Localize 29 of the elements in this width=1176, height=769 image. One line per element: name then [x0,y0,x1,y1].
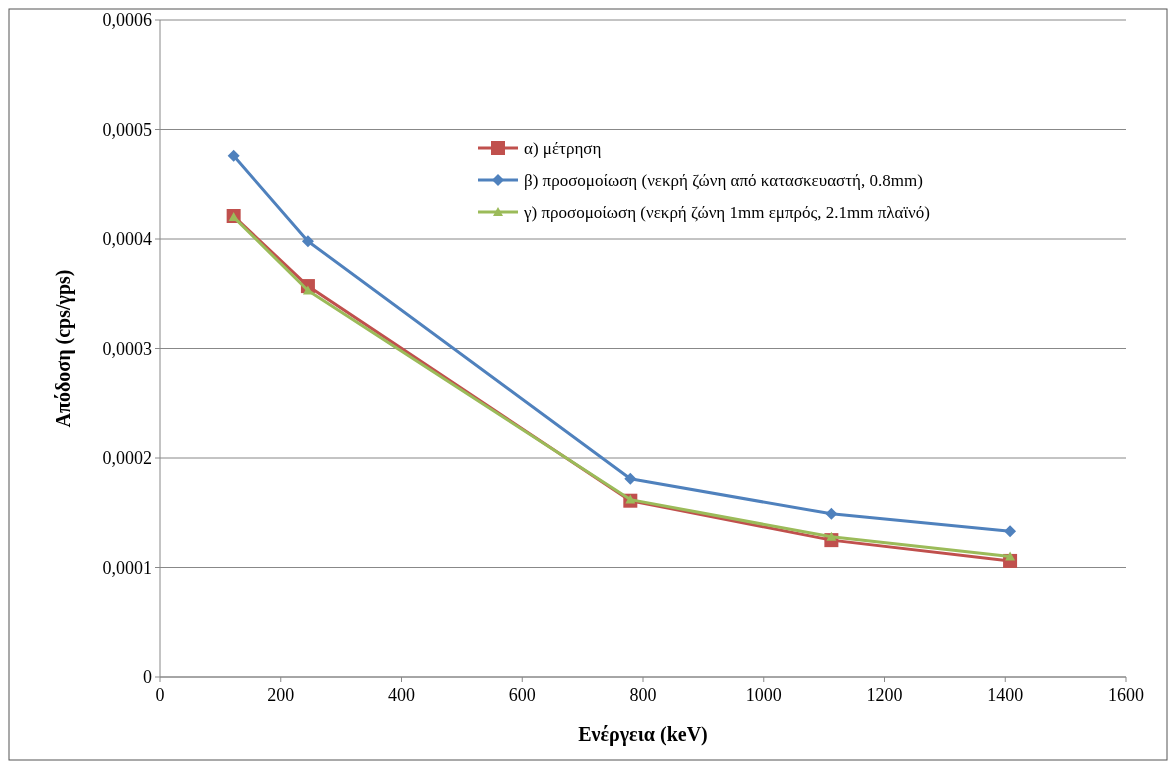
y-tick-label: 0,0003 [102,338,152,359]
point [227,149,240,162]
x-tick-label: 800 [629,685,657,705]
y-tick-label: 0,0005 [102,119,152,140]
x-axis-title: Ενέργεια (keV) [578,723,708,746]
x-tick-label: 1200 [866,685,903,705]
x-tick-label: 1600 [1108,685,1144,705]
x-tick-label: 600 [508,685,536,705]
point [1005,551,1016,561]
y-tick-label: 0 [143,667,152,688]
y-tick-label: 0,0006 [102,10,152,31]
legend-label: β) προσομοίωση (νεκρή ζώνη από κατασκευαστή, 0.8mm) [524,170,923,190]
legend-label: γ) προσομοίωση (νεκρή ζώνη 1mm εμπρός, 2.1mm πλαϊνό) [523,202,930,222]
point [825,507,838,520]
point [301,235,314,248]
x-tick-label: 200 [267,685,295,705]
point [625,494,636,504]
x-tick-label: 0 [155,685,165,705]
y-tick-label: 0,0001 [102,557,152,578]
y-axis-title: Απόδοση (cps/γps) [52,269,75,428]
x-tick-label: 400 [388,685,415,705]
x-tick-label: 1400 [987,685,1024,705]
point [1004,525,1017,538]
legend-label: α) μέτρηση [524,138,602,158]
y-tick-label: 0,0004 [102,229,152,250]
point [826,531,837,541]
x-tick-label: 1000 [745,685,782,705]
y-tick-label: 0,0002 [102,448,152,469]
point [624,472,637,485]
